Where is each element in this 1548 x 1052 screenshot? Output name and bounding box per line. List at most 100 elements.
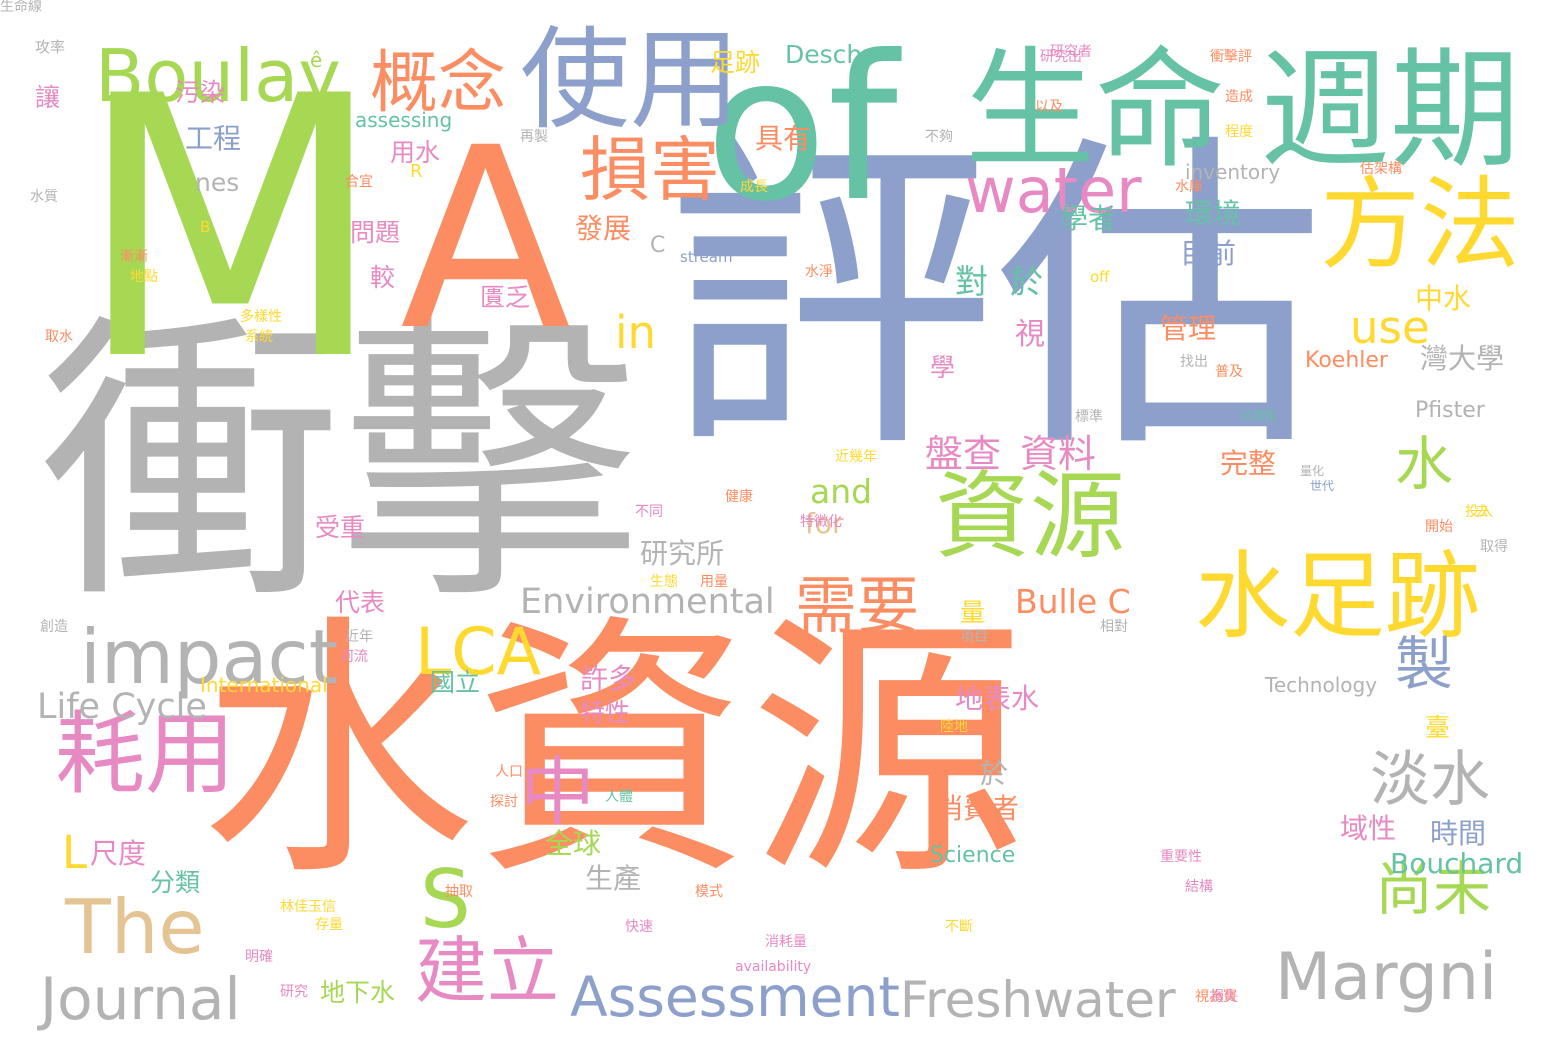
word-131: 合宜 xyxy=(345,174,373,190)
word-8: 使用 xyxy=(520,16,740,144)
word-58: Science xyxy=(930,843,1016,868)
word-36: Life Cycle xyxy=(37,687,207,727)
word-43: 對 xyxy=(955,262,988,301)
word-88: stream xyxy=(680,248,733,266)
word-126: 相對 xyxy=(1100,619,1128,635)
word-34: Environmental xyxy=(520,582,775,622)
word-48: 管理 xyxy=(1160,312,1217,345)
word-69: 受重 xyxy=(315,513,366,542)
word-37: L xyxy=(62,826,88,879)
word-104: 水庫 xyxy=(1175,179,1203,195)
word-25: Assessment xyxy=(570,965,900,1029)
word-142: 地點 xyxy=(130,269,158,285)
word-149: 普及 xyxy=(1215,364,1243,380)
word-140: 結構 xyxy=(1185,879,1213,895)
word-65: 許多 xyxy=(580,662,637,695)
word-105: 可用性 xyxy=(1240,409,1277,423)
word-127: 標準 xyxy=(1075,409,1103,425)
word-67: 國立 xyxy=(430,668,481,697)
word-30: 製 xyxy=(1395,630,1454,698)
word-12: 耗用 xyxy=(55,702,235,807)
word-124: 重要性 xyxy=(1160,849,1202,865)
word-74: 較 xyxy=(370,263,396,292)
word-45: 環境 xyxy=(1185,197,1242,230)
word-134: 以及 xyxy=(1035,99,1063,115)
word-132: 成長 xyxy=(740,179,768,195)
word-38: 盤查 xyxy=(925,432,1002,476)
word-101: 造成 xyxy=(1225,89,1253,105)
word-116: 人體 xyxy=(605,789,633,805)
word-21: S xyxy=(420,853,471,946)
word-35: Bulle C xyxy=(1015,582,1131,621)
word-136: 開始 xyxy=(1425,519,1453,535)
word-17: water xyxy=(965,154,1142,227)
word-4: A xyxy=(400,94,572,385)
word-1: 水資源 xyxy=(200,592,1025,912)
word-145: 研究 xyxy=(280,984,308,1000)
word-73: 問題 xyxy=(350,218,401,247)
word-128: 系統 xyxy=(245,329,273,345)
word-107: 投入 xyxy=(1465,504,1493,520)
word-18: 需要 xyxy=(795,569,920,642)
word-80: 工程 xyxy=(185,122,242,155)
word-19: LCA xyxy=(415,615,542,690)
word-11: 資源 xyxy=(935,462,1126,572)
word-13: impact xyxy=(80,613,339,701)
word-118: 河流 xyxy=(340,649,368,665)
word-50: 中水 xyxy=(1415,282,1472,315)
word-148: 找出 xyxy=(1180,354,1208,370)
word-5: of xyxy=(705,13,898,246)
word-46: 目前 xyxy=(1180,237,1237,270)
word-15: 概念 xyxy=(370,44,507,123)
word-59: 消費者 xyxy=(935,792,1020,825)
word-49: 視 xyxy=(1015,317,1045,352)
word-111: 生態 xyxy=(650,574,678,590)
word-51: 灣大學 xyxy=(1420,342,1505,375)
word-81: 污染 xyxy=(175,78,226,107)
word-123: 視為寶 xyxy=(1195,989,1237,1005)
word-109: 健康 xyxy=(725,489,753,505)
word-62: 全球 xyxy=(545,827,602,860)
word-60: 地表水 xyxy=(955,682,1040,715)
word-9: 方法 xyxy=(1320,166,1520,283)
word-20: The xyxy=(65,883,205,971)
word-150: 去 xyxy=(1475,504,1489,520)
word-6: 生命 xyxy=(965,34,1226,186)
word-86: Technology xyxy=(1265,673,1378,697)
word-63: 生產 xyxy=(585,862,642,895)
word-28: 淡水 xyxy=(1370,745,1490,815)
word-29: 尚未 xyxy=(1375,855,1492,923)
word-138: 快速 xyxy=(625,919,653,935)
word-68: 代表 xyxy=(335,588,386,617)
word-90: 量 xyxy=(960,598,986,627)
word-100: 衝擊評 xyxy=(1210,49,1252,65)
word-121: 明確 xyxy=(245,949,273,965)
word-79: Desch xyxy=(785,40,863,69)
word-98: 攻率 xyxy=(35,38,66,56)
word-23: 建立 xyxy=(415,929,560,1013)
word-61: 於 xyxy=(980,757,1009,790)
word-0: 評估 xyxy=(665,108,1325,492)
word-103: 估架構 xyxy=(1360,161,1402,177)
word-87: inventory xyxy=(1185,160,1281,184)
word-2: 衝擊 xyxy=(40,290,640,639)
word-82: nes xyxy=(195,168,240,197)
word-154: 研究出 xyxy=(1040,49,1082,65)
word-152: 抽取 xyxy=(445,884,473,900)
word-89: availability xyxy=(735,959,812,975)
word-125: 項目 xyxy=(960,629,988,645)
word-135: 量化 xyxy=(1300,464,1325,478)
word-42: 研究所 xyxy=(640,537,725,570)
word-85: International xyxy=(200,673,328,697)
word-3: M xyxy=(75,20,386,439)
word-26: Freshwater xyxy=(900,971,1176,1029)
word-119: 近年 xyxy=(345,629,373,645)
word-146: 林佳玉信 xyxy=(280,899,336,915)
word-31: 水 xyxy=(1395,430,1454,498)
word-129: 取水 xyxy=(45,329,73,345)
word-93: ê xyxy=(310,48,323,72)
word-115: 水淨 xyxy=(805,264,833,280)
word-70: 分類 xyxy=(150,868,201,897)
word-120: 存量 xyxy=(315,917,343,933)
word-102: 程度 xyxy=(1225,124,1253,140)
